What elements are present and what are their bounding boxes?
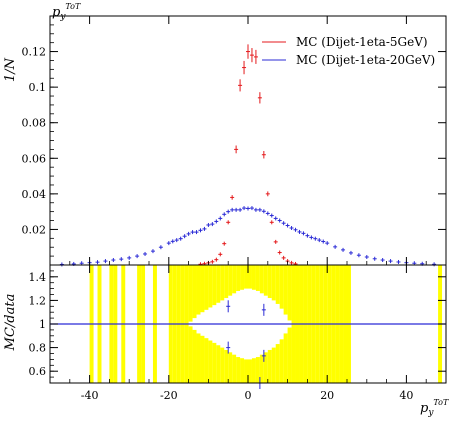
ratio-xtick-label: -40 — [81, 389, 99, 402]
distribution-panel: 0.02 0.04 0.06 0.08 0.1 0.12 — [22, 15, 447, 267]
uncertainty-band-bin — [196, 333, 201, 383]
uncertainty-band-bin — [236, 265, 241, 291]
uncertainty-band-bin — [208, 340, 213, 383]
uncertainty-band-bin — [279, 265, 284, 309]
uncertainty-band-bin — [224, 349, 229, 383]
top-ytick-label: 0.06 — [22, 152, 47, 165]
uncertainty-band-bin — [283, 265, 288, 315]
legend-label-5gev: MC (Dijet-1eta-5GeV) — [296, 35, 428, 49]
uncertainty-band-bin — [224, 265, 229, 299]
uncertainty-band-bin — [275, 265, 280, 304]
uncertainty-band-bin — [287, 265, 292, 321]
uncertainty-band-bin — [263, 352, 268, 383]
ratio-xtick-label: 0 — [245, 389, 252, 402]
uncertainty-band-bin — [275, 344, 280, 383]
uncertainty-band-bin — [204, 265, 209, 310]
ratio-xtick-label: 20 — [320, 389, 334, 402]
ratio-ytick-label: 1 — [39, 318, 46, 331]
ratio-ytick-label: 0.6 — [29, 365, 47, 378]
uncertainty-band-bin — [244, 265, 248, 289]
legend-entry-20gev: MC (Dijet-1eta-20GeV) — [262, 53, 435, 67]
uncertainty-band-bin — [240, 358, 245, 383]
uncertainty-band-bin — [232, 265, 237, 294]
uncertainty-band-bin — [271, 265, 276, 301]
uncertainty-band-bin — [216, 345, 221, 383]
top-title: pyToT — [52, 2, 81, 22]
uncertainty-band-bin — [228, 352, 233, 383]
uncertainty-band-bin — [263, 265, 268, 296]
top-ytick-label: 0.02 — [22, 223, 47, 236]
uncertainty-band-bin — [200, 265, 205, 313]
uncertainty-band-bin — [196, 265, 201, 315]
uncertainty-band-bin — [188, 265, 193, 322]
top-ylabel: 1/N — [3, 57, 18, 82]
uncertainty-band-bin — [244, 359, 248, 383]
legend-entry-5gev: MC (Dijet-1eta-5GeV) — [262, 35, 428, 49]
x-axis-label: pyToT — [420, 398, 449, 418]
uncertainty-band-bin — [248, 265, 252, 289]
top-ytick-label: 0.1 — [29, 81, 47, 94]
uncertainty-band-bin — [188, 326, 193, 383]
uncertainty-band-bin — [192, 329, 197, 383]
uncertainty-band-bin — [251, 358, 256, 383]
uncertainty-band-bin — [240, 265, 245, 290]
ratio-panel: 0.6 0.8 1 1.2 1.4 -40 -20 0 20 40 — [29, 264, 447, 402]
ratio-xtick-label: 40 — [399, 389, 413, 402]
uncertainty-band-bin — [212, 342, 217, 383]
ratio-ytick-label: 1.2 — [29, 294, 47, 307]
uncertainty-band-bin — [216, 265, 221, 303]
uncertainty-band-bin — [228, 265, 233, 296]
uncertainty-band-bin — [255, 357, 260, 383]
uncertainty-band-bin — [220, 347, 225, 383]
uncertainty-band-bin — [220, 265, 225, 301]
uncertainty-band-bin — [232, 354, 237, 383]
legend-label-20gev: MC (Dijet-1eta-20GeV) — [296, 53, 435, 67]
top-ytick-label: 0.12 — [22, 46, 47, 59]
ratio-ytick-label: 0.8 — [29, 342, 47, 355]
uncertainty-band-bin — [267, 349, 272, 383]
uncertainty-band-bin — [279, 339, 284, 383]
top-ytick-label: 0.04 — [22, 188, 47, 201]
uncertainty-band-bin — [208, 265, 213, 308]
uncertainty-band-bin — [248, 359, 252, 383]
uncertainty-band-bin — [204, 338, 209, 383]
uncertainty-band-bin — [259, 265, 264, 294]
uncertainty-band-bin — [236, 357, 241, 383]
uncertainty-band-bin — [255, 265, 260, 291]
uncertainty-band-bin — [192, 265, 197, 319]
uncertainty-band-bin — [287, 327, 292, 383]
uncertainty-band-bin — [212, 265, 217, 306]
ratio-ylabel: MC/data — [3, 294, 18, 352]
ratio-ytick-label: 1.4 — [29, 271, 47, 284]
uncertainty-band-bin — [267, 265, 272, 299]
uncertainty-band-bin — [283, 333, 288, 383]
ratio-xtick-label: -20 — [160, 389, 178, 402]
uncertainty-band-bin — [200, 335, 205, 383]
uncertainty-band-bin — [251, 265, 256, 290]
legend: MC (Dijet-1eta-5GeV) MC (Dijet-1eta-20Ge… — [262, 35, 435, 67]
uncertainty-band-bin — [259, 354, 264, 383]
top-ytick-label: 0.08 — [22, 117, 47, 130]
uncertainty-band-bin — [271, 347, 276, 383]
